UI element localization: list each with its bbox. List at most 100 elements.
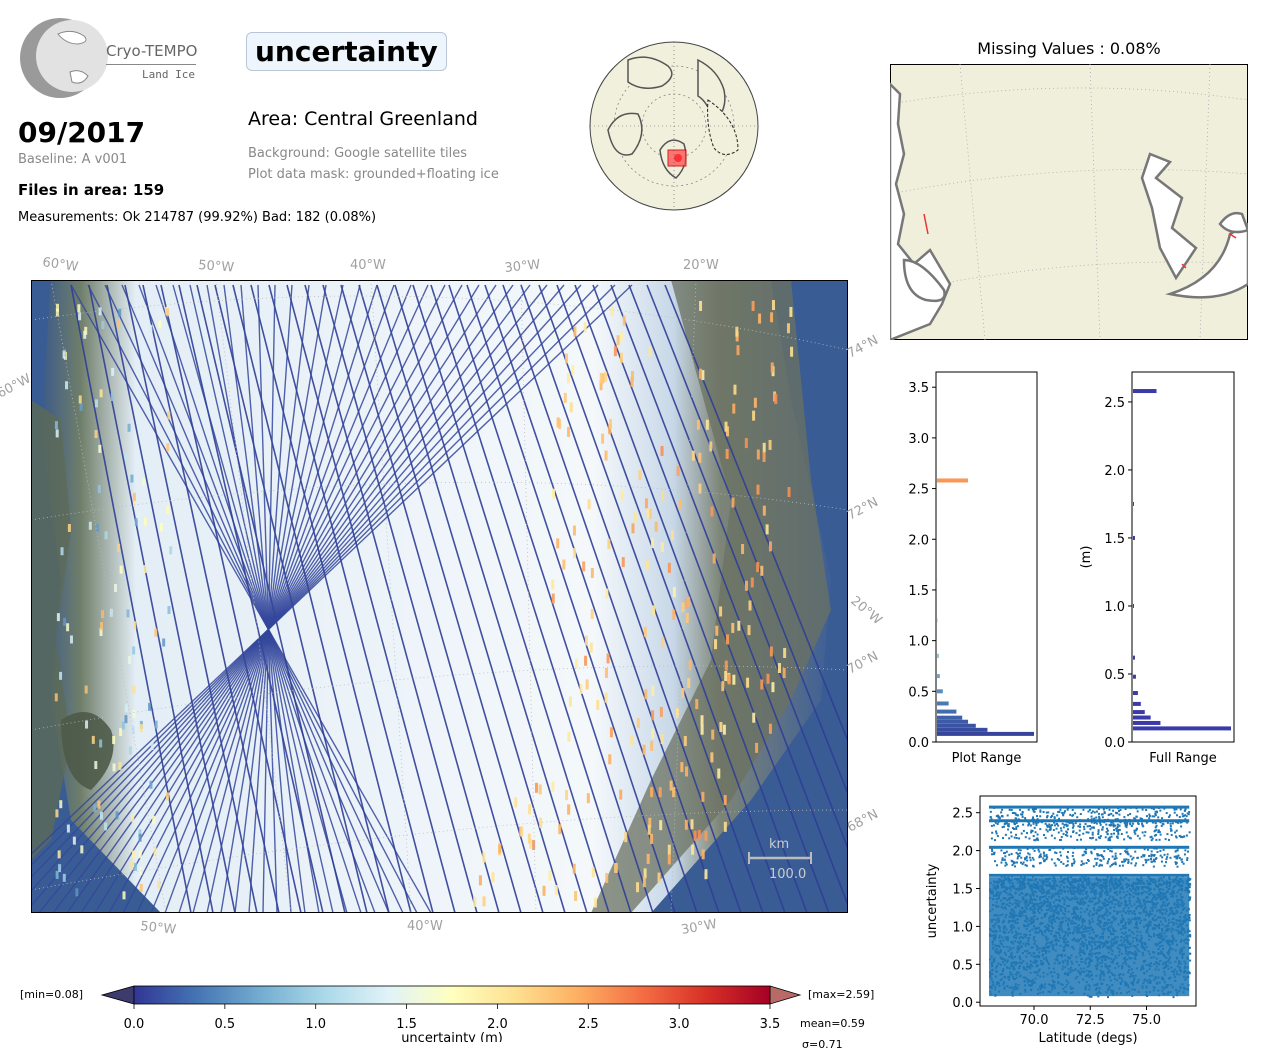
track-segment-high	[714, 639, 718, 650]
track-segment-edge	[114, 584, 118, 593]
track-segment-high	[753, 397, 757, 408]
track-segment-high	[766, 673, 770, 684]
track-segment-high	[584, 655, 588, 666]
scatter-point	[1150, 835, 1153, 838]
lon-label-bottom-0: 50°W	[140, 919, 177, 938]
hist-bar	[937, 715, 963, 720]
scatter-point	[1123, 838, 1126, 841]
track-segment-edge	[169, 546, 173, 555]
track-segment-high	[520, 826, 524, 837]
scatter-point	[1119, 887, 1122, 890]
track-segment-edge	[165, 792, 169, 801]
scatter-point	[1086, 825, 1089, 828]
track-ascending	[108, 284, 463, 914]
scatter-point	[1145, 809, 1148, 812]
scatter-point	[1042, 811, 1045, 814]
track-segment-edge	[132, 646, 136, 655]
logo-divider	[106, 64, 196, 65]
track-segment-high	[652, 605, 656, 616]
scatter-point	[995, 830, 998, 833]
y-tick-label: 0.0	[1104, 736, 1125, 751]
scatter-point	[1131, 885, 1134, 888]
scatter-point	[1094, 857, 1097, 860]
scatter-point	[1133, 819, 1136, 822]
scatter-point	[1048, 823, 1051, 826]
track-segment-high	[605, 873, 609, 884]
track-segment-edge	[122, 891, 126, 900]
scatter-point	[1082, 853, 1085, 856]
scatter-point	[1109, 865, 1112, 868]
scatter-point	[996, 814, 999, 817]
track-segment-edge	[142, 477, 146, 486]
scatter-point	[1163, 876, 1166, 879]
track-segment-high	[731, 622, 735, 633]
scatter-point	[1101, 828, 1104, 831]
track-segment-edge	[157, 880, 161, 889]
scatter-point	[1072, 830, 1075, 833]
scatter-point	[1010, 820, 1013, 823]
files-label: Files in area: 159	[18, 181, 165, 199]
scatter-point	[1100, 864, 1103, 867]
track-segment-high	[705, 419, 709, 430]
scatter-point	[1148, 883, 1151, 886]
cryo-tempo-logo: Cryo-TEMPO Land Ice	[18, 16, 198, 100]
y-tick-label: 0.5	[1104, 668, 1125, 683]
track-segment-edge	[130, 474, 134, 483]
scatter-point	[1135, 886, 1138, 889]
scatter-point	[1085, 892, 1088, 895]
track-segment-high	[688, 660, 692, 671]
scatter-point	[1016, 814, 1019, 817]
track-segment-high	[746, 677, 750, 688]
track-segment-high	[768, 439, 772, 450]
scatter-point	[1173, 878, 1176, 881]
track-segment-edge	[124, 704, 128, 713]
track-segment-high	[768, 541, 772, 552]
scatter-point	[1036, 833, 1039, 836]
track-segment-high	[736, 345, 740, 356]
scatter-point	[1075, 832, 1078, 835]
scatter-point	[1114, 852, 1117, 855]
lon-label-top-0: 60°W	[41, 255, 79, 275]
track-segment-high	[678, 499, 682, 510]
track-segment-high	[719, 606, 723, 617]
scatter-point	[1000, 861, 1003, 864]
scatter-point	[1061, 811, 1064, 814]
track-segment-edge	[131, 850, 135, 859]
track-segment-high	[651, 685, 655, 696]
hist-bar	[1133, 655, 1135, 660]
scatter-point	[1005, 850, 1008, 853]
scatter-point	[1150, 850, 1153, 853]
scatter-point	[1089, 828, 1092, 831]
scatter-point	[1140, 891, 1143, 894]
scatter-point	[1016, 825, 1019, 828]
scatter-point	[1120, 832, 1123, 835]
scatter-point	[1150, 855, 1153, 858]
track-segment-high	[760, 565, 764, 576]
hist-ylabel: (m)	[1079, 546, 1094, 569]
logo-globe-icon	[20, 18, 108, 98]
scatter-point	[1133, 817, 1136, 820]
scatter-point	[1070, 821, 1073, 824]
scatter-point	[1143, 848, 1146, 851]
hist-bar	[937, 727, 988, 732]
area-label: Area: Central Greenland	[248, 108, 478, 130]
track-segment-edge	[118, 308, 122, 317]
logo-title: Cryo-TEMPO	[106, 42, 198, 60]
scatter-point	[1107, 860, 1110, 863]
scatter-point	[1141, 822, 1144, 825]
track-segment-edge	[130, 862, 134, 871]
scatter-point	[1036, 819, 1039, 822]
scatter-point	[1149, 878, 1152, 881]
track-segment-high	[695, 699, 699, 710]
scatter-point	[1184, 818, 1187, 821]
scatter-point	[1186, 887, 1189, 890]
scatter-point	[1167, 887, 1170, 890]
scatter-point	[1142, 864, 1145, 867]
scatter-point	[1074, 812, 1077, 815]
scatter-point	[1179, 835, 1182, 838]
scatter-point	[1050, 886, 1053, 889]
track-segment-edge	[118, 762, 122, 771]
scatter-point	[1080, 838, 1083, 841]
track-segment-high	[630, 735, 634, 746]
scatter-point	[1079, 813, 1082, 816]
